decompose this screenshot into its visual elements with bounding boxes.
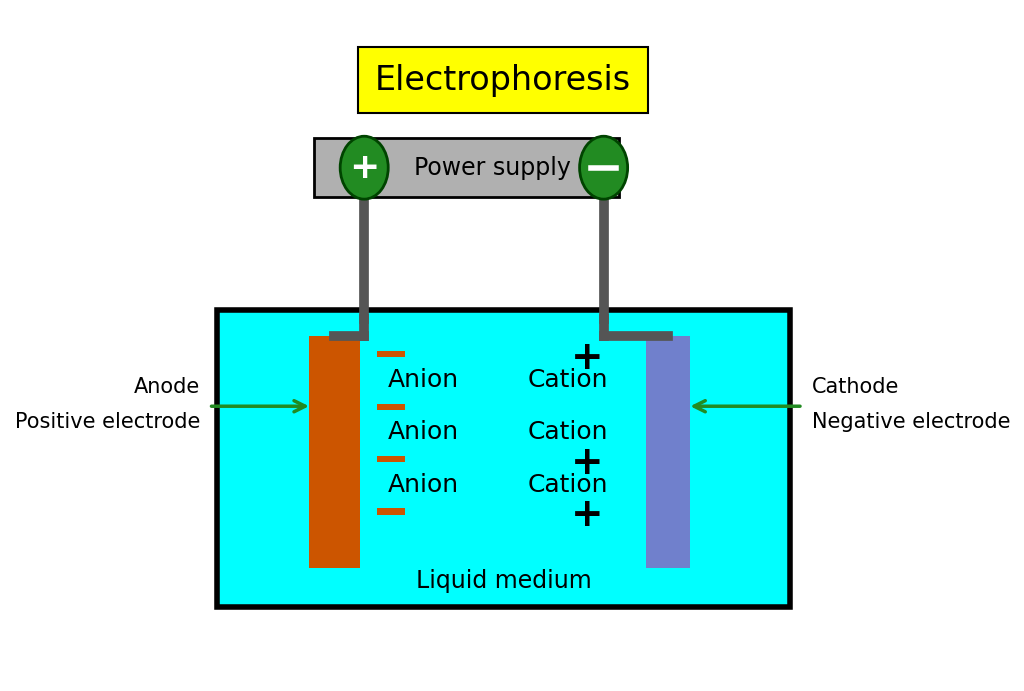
Ellipse shape [580, 136, 628, 199]
Text: Power supply: Power supply [414, 155, 571, 180]
Text: Negative electrode: Negative electrode [812, 412, 1010, 432]
Text: +: + [570, 444, 603, 482]
Text: +: + [570, 339, 603, 377]
Text: Anion: Anion [388, 368, 459, 392]
Text: Electrophoresis: Electrophoresis [375, 64, 631, 97]
Bar [309, 337, 359, 568]
Text: Positive electrode: Positive electrode [14, 412, 200, 432]
Text: Cation: Cation [527, 473, 608, 497]
Text: Cation: Cation [527, 420, 608, 444]
Text: Cation: Cation [527, 368, 608, 392]
Bar [217, 310, 790, 607]
Text: Anion: Anion [388, 473, 459, 497]
Text: +: + [349, 151, 379, 184]
Bar [377, 509, 406, 515]
Bar [646, 337, 690, 568]
Ellipse shape [340, 136, 388, 199]
Bar [377, 404, 406, 410]
Text: Anion: Anion [388, 420, 459, 444]
Bar [377, 351, 406, 357]
Bar [377, 456, 406, 462]
Text: +: + [570, 496, 603, 534]
Bar [313, 138, 620, 198]
Text: Liquid medium: Liquid medium [416, 569, 592, 593]
Text: Anode: Anode [134, 377, 200, 397]
Text: Cathode: Cathode [812, 377, 899, 397]
